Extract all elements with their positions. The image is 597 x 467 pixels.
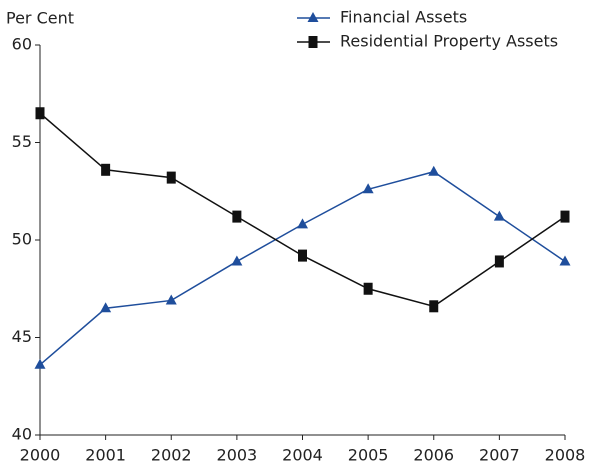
data-point xyxy=(494,255,504,268)
legend-marker xyxy=(307,12,319,22)
data-point xyxy=(429,300,439,313)
y-axis-label: Per Cent xyxy=(6,9,74,28)
data-point xyxy=(362,183,374,194)
x-tick-label: 2002 xyxy=(151,446,192,465)
x-tick-label: 2003 xyxy=(217,446,258,465)
data-point xyxy=(493,210,505,221)
x-tick-label: 2008 xyxy=(545,446,586,465)
x-tick-label: 2000 xyxy=(20,446,61,465)
data-point xyxy=(166,171,176,184)
data-point xyxy=(232,210,242,223)
data-point xyxy=(298,249,307,262)
x-tick-label: 2006 xyxy=(413,446,454,465)
series-line xyxy=(39,170,566,366)
data-point xyxy=(363,282,373,295)
x-tick-label: 2005 xyxy=(348,446,389,465)
legend-marker xyxy=(308,36,318,48)
data-point xyxy=(101,163,111,176)
x-tick-label: 2004 xyxy=(282,446,323,465)
legend-label: Residential Property Assets xyxy=(340,32,558,51)
y-tick-label: 45 xyxy=(12,327,32,346)
x-tick-label: 2001 xyxy=(85,446,126,465)
data-point xyxy=(35,107,45,120)
data-point xyxy=(559,255,571,266)
x-tick-label: 2007 xyxy=(479,446,520,465)
series-line xyxy=(39,112,566,308)
data-point xyxy=(428,165,440,176)
y-tick-label: 50 xyxy=(12,230,32,249)
data-point xyxy=(165,294,177,305)
data-point xyxy=(34,358,46,369)
y-tick-label: 40 xyxy=(12,425,32,444)
data-point xyxy=(231,255,243,266)
data-point xyxy=(100,302,112,313)
legend-label: Financial Assets xyxy=(340,8,467,27)
data-point xyxy=(297,218,308,229)
y-tick-label: 55 xyxy=(12,132,32,151)
y-tick-label: 60 xyxy=(12,35,32,54)
data-point xyxy=(560,210,570,223)
